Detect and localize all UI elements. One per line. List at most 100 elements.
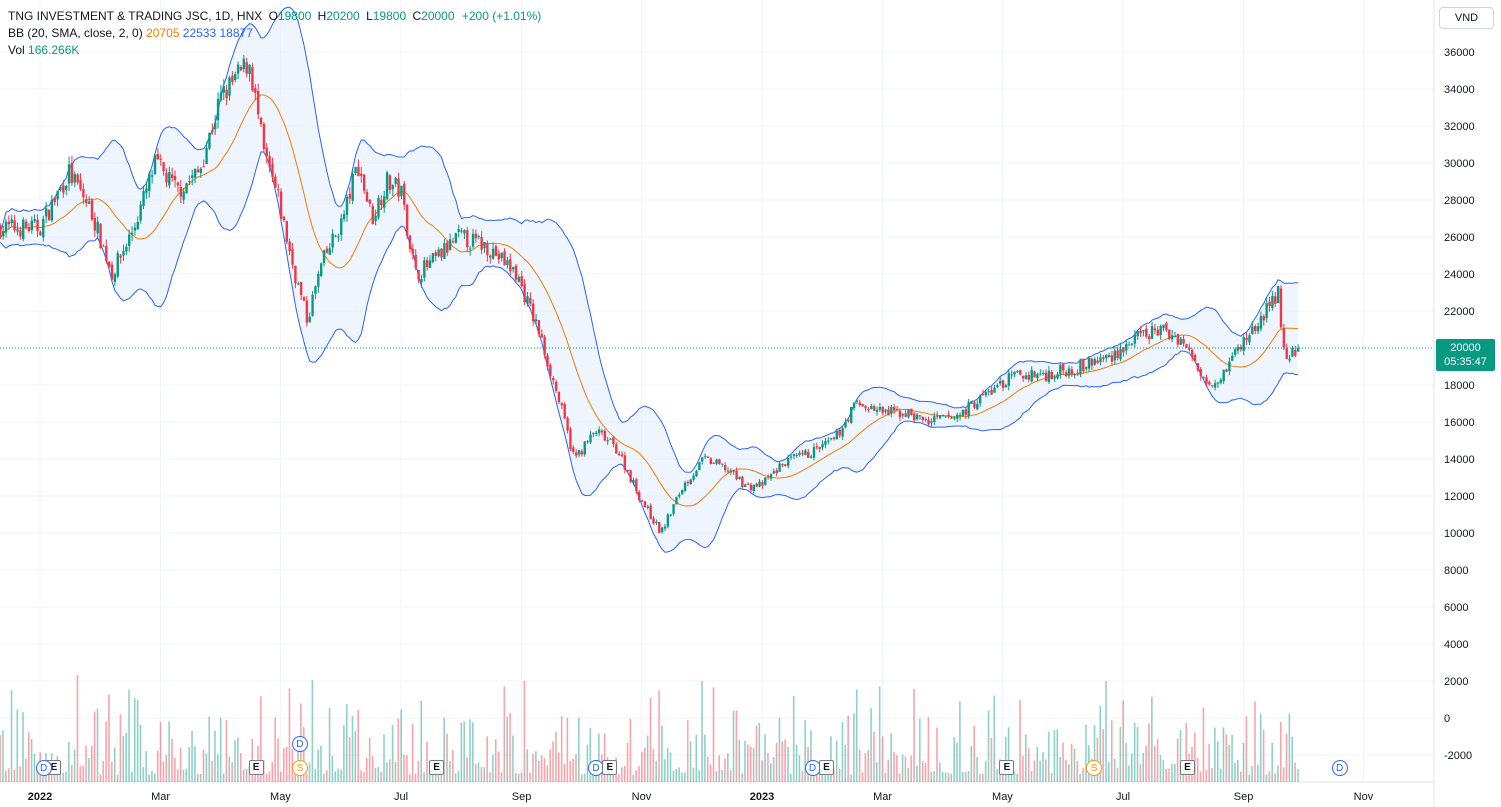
volume-bar [65, 771, 67, 782]
volume-bar [658, 690, 660, 782]
dividend-marker[interactable]: D [35, 760, 52, 776]
earnings-marker[interactable]: E [818, 760, 834, 775]
volume-bar [1016, 773, 1018, 782]
currency-button[interactable]: VND [1439, 7, 1494, 29]
volume-bar [1173, 763, 1176, 782]
dividend-marker[interactable]: D [804, 760, 821, 776]
volume-bar [758, 722, 761, 782]
volume-bar [1056, 729, 1059, 782]
candle-body [500, 252, 503, 259]
volume-bar [1082, 768, 1084, 782]
candle-body [302, 297, 306, 301]
volume-bar [586, 744, 589, 782]
candle-body [30, 220, 34, 231]
candle-body [168, 171, 171, 186]
earnings-marker[interactable]: E [602, 760, 618, 775]
time-tick-label: 2022 [28, 791, 52, 803]
earnings-marker[interactable]: E [429, 760, 445, 775]
volume-bar [492, 754, 494, 782]
volume-bar [578, 717, 580, 782]
candle-body [454, 233, 458, 243]
candle-body [308, 316, 311, 323]
candle-body [786, 457, 790, 466]
volume-bar [380, 771, 382, 782]
candle-body [901, 414, 904, 416]
volume-bar [801, 771, 804, 782]
time-axis: 2022 Mar May Jul Sep Nov 2023 Mar May Jul Sep Nov [28, 791, 1374, 803]
volume-bar [274, 717, 276, 782]
volume-row[interactable]: Vol 166.266K [8, 42, 541, 59]
candle-body [1199, 369, 1202, 376]
candle-body [24, 221, 28, 228]
volume-bar [646, 735, 649, 782]
candle-body [1265, 303, 1268, 319]
candle-body [852, 402, 856, 408]
volume-bar [515, 772, 517, 782]
candle-body [383, 196, 386, 208]
candle-body [904, 413, 907, 417]
candle-body [357, 166, 360, 177]
candle-body [1056, 374, 1059, 379]
candle-body [1296, 348, 1300, 352]
volume-bar [486, 736, 488, 782]
candle-body [1239, 346, 1243, 350]
volume-bar [13, 769, 16, 782]
candle-body [1165, 323, 1168, 331]
volume-bar [933, 771, 935, 782]
volume-bar [873, 731, 875, 782]
candle-body [698, 462, 701, 471]
candle-body [319, 263, 323, 276]
earnings-marker[interactable]: E [999, 760, 1015, 775]
volume-bar [661, 725, 663, 782]
candle-body [133, 227, 137, 231]
split-marker[interactable]: S [291, 760, 308, 776]
volume-bar [603, 733, 606, 782]
dividend-marker[interactable]: D [1331, 760, 1348, 776]
volume-bar [463, 721, 466, 782]
candle-body [732, 470, 735, 472]
high-label: H [317, 9, 327, 23]
volume-bar [684, 772, 686, 782]
time-tick-label: Jul [394, 791, 408, 803]
volume-bar [583, 773, 586, 782]
candle-body [712, 462, 715, 464]
volume-bar [744, 740, 746, 782]
volume-bar [1199, 771, 1202, 782]
volume-bar [790, 773, 792, 782]
volume-bar [1245, 716, 1248, 782]
volume-bar [1265, 774, 1268, 782]
candle-body [1150, 326, 1154, 339]
volume-bar [984, 760, 987, 782]
candle-body [1087, 357, 1091, 369]
candle-body [1159, 325, 1162, 335]
split-marker[interactable]: S [1086, 760, 1103, 776]
candle-body [1153, 328, 1157, 331]
candle-body [136, 221, 140, 230]
candle-body [403, 183, 406, 205]
candle-body [755, 483, 758, 487]
candle-body [1245, 337, 1248, 341]
time-tick-label: Jul [1116, 791, 1130, 803]
candle-body [795, 454, 798, 456]
candle-body [792, 454, 796, 456]
candle-body [921, 416, 925, 420]
candle-body [1248, 335, 1251, 343]
volume-bar [979, 773, 981, 782]
dividend-marker[interactable]: D [291, 736, 308, 752]
symbol-title[interactable]: TNG INVESTMENT & TRADING JSC, 1D, HNX [8, 9, 263, 23]
candle-body [489, 255, 492, 258]
earnings-marker[interactable]: E [248, 760, 264, 775]
volume-bar [317, 749, 319, 782]
volume-bar [549, 749, 551, 782]
candle-body [431, 253, 435, 263]
earnings-marker[interactable]: E [1179, 760, 1195, 775]
candle-body [331, 233, 334, 248]
price-tick-label: 0 [1444, 713, 1450, 725]
candle-body [202, 166, 205, 168]
candle-body [812, 447, 816, 458]
volume-bar [82, 765, 84, 782]
volume-bar [1070, 743, 1073, 782]
bb-row[interactable]: BB (20, SMA, close, 2, 0) 20705 22533 18… [8, 25, 541, 42]
candle-body [1262, 316, 1265, 321]
